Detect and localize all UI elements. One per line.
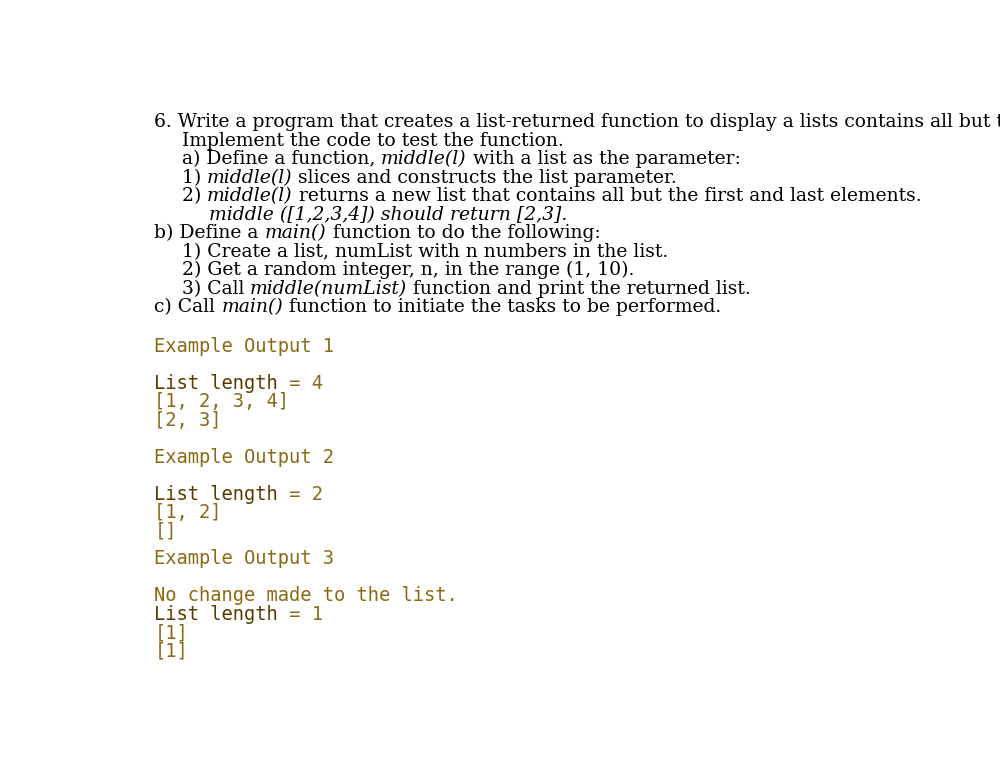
Text: middle ([1,2,3,4]) should return [2,3].: middle ([1,2,3,4]) should return [2,3]. xyxy=(209,206,567,223)
Text: 1) Create a list, numList with n numbers in the list.: 1) Create a list, numList with n numbers… xyxy=(182,243,668,261)
Text: c) Call: c) Call xyxy=(154,298,221,316)
Text: a) Define a function,: a) Define a function, xyxy=(182,150,381,168)
Text: main(): main() xyxy=(221,298,283,316)
Text: List length: List length xyxy=(154,604,278,623)
Text: middle(l): middle(l) xyxy=(207,187,293,205)
Text: Example Output 2: Example Output 2 xyxy=(154,448,334,467)
Text: 3) Call: 3) Call xyxy=(182,280,250,298)
Text: 2) Get a random integer, n, in the range (1, 10).: 2) Get a random integer, n, in the range… xyxy=(182,261,634,279)
Text: b) Define a: b) Define a xyxy=(154,224,265,243)
Text: with a list as the parameter:: with a list as the parameter: xyxy=(467,150,740,168)
Text: Example Output 3: Example Output 3 xyxy=(154,549,334,568)
Text: middle(l): middle(l) xyxy=(381,150,467,168)
Text: middle(l): middle(l) xyxy=(207,169,292,187)
Text: = 4: = 4 xyxy=(278,373,323,392)
Text: [1]: [1] xyxy=(154,623,188,642)
Text: main(): main() xyxy=(265,224,327,243)
Text: [1, 2]: [1, 2] xyxy=(154,503,222,522)
Text: = 1: = 1 xyxy=(278,604,323,623)
Text: Implement the code to test the function.: Implement the code to test the function. xyxy=(182,132,563,150)
Text: 1): 1) xyxy=(182,169,207,187)
Text: slices and constructs the list parameter.: slices and constructs the list parameter… xyxy=(292,169,677,187)
Text: 2): 2) xyxy=(182,187,207,205)
Text: middle(numList): middle(numList) xyxy=(250,280,407,298)
Text: 6. Write a program that creates a list-returned function to display a lists cont: 6. Write a program that creates a list-r… xyxy=(154,113,1000,132)
Text: = 2: = 2 xyxy=(278,484,323,503)
Text: [1, 2, 3, 4]: [1, 2, 3, 4] xyxy=(154,392,289,411)
Text: returns a new list that contains all but the first and last elements.: returns a new list that contains all but… xyxy=(293,187,921,205)
Text: List length: List length xyxy=(154,373,278,392)
Text: List length: List length xyxy=(154,484,278,503)
Text: No change made to the list.: No change made to the list. xyxy=(154,586,458,605)
Text: [2, 3]: [2, 3] xyxy=(154,411,222,430)
Text: [1]: [1] xyxy=(154,642,188,661)
Text: function to initiate the tasks to be performed.: function to initiate the tasks to be per… xyxy=(283,298,721,316)
Text: function to do the following:: function to do the following: xyxy=(327,224,600,243)
Text: function and print the returned list.: function and print the returned list. xyxy=(407,280,751,298)
Text: []: [] xyxy=(154,522,177,540)
Text: Example Output 1: Example Output 1 xyxy=(154,337,334,356)
